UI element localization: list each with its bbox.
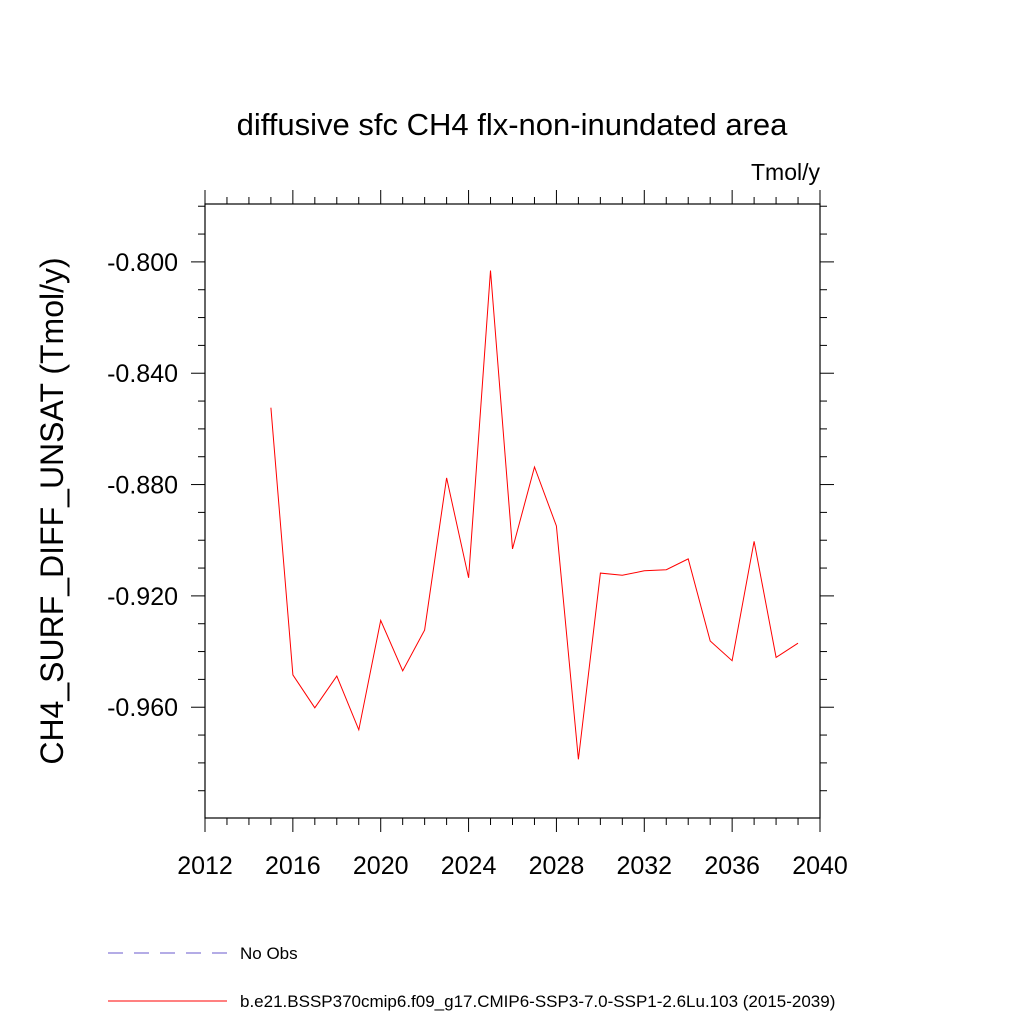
y-tick-label: -0.880	[107, 472, 178, 500]
x-tick-label: 2020	[353, 852, 409, 880]
x-tick-label: 2012	[177, 852, 233, 880]
x-tick-label: 2028	[529, 852, 585, 880]
x-axis-ticks: 2012 2016 2020 2024 2028 2032 2036 2040	[177, 190, 848, 880]
units-label: Tmol/y	[751, 159, 821, 185]
legend: No Obs b.e21.BSSP370cmip6.f09_g17.CMIP6-…	[108, 944, 835, 1011]
x-tick-label: 2036	[704, 852, 760, 880]
legend-label-series: b.e21.BSSP370cmip6.f09_g17.CMIP6-SSP3-7.…	[240, 992, 835, 1011]
y-axis-label: CH4_SURF_DIFF_UNSAT (Tmol/y)	[34, 257, 70, 764]
series-line	[270, 270, 799, 760]
legend-label-no-obs: No Obs	[240, 944, 298, 963]
x-tick-label: 2040	[792, 852, 848, 880]
y-axis-ticks: -0.960 -0.920 -0.880 -0.840 -0.800	[107, 205, 834, 792]
x-tick-label: 2032	[616, 852, 672, 880]
x-tick-label: 2024	[441, 852, 497, 880]
y-tick-label: -0.840	[107, 360, 178, 388]
x-tick-label: 2016	[265, 852, 321, 880]
plot-frame	[204, 203, 821, 819]
y-tick-label: -0.800	[107, 249, 178, 277]
y-tick-label: -0.920	[107, 583, 178, 611]
chart-title: diffusive sfc CH4 flx-non-inundated area	[237, 107, 789, 142]
y-tick-label: -0.960	[107, 694, 178, 722]
series-layer	[270, 270, 799, 760]
